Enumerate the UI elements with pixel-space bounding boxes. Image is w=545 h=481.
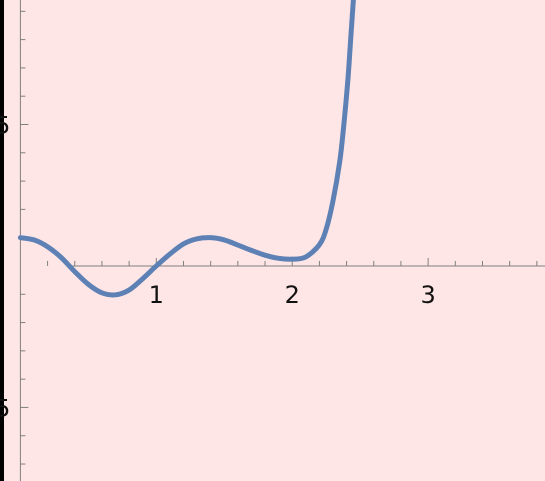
series-line xyxy=(17,0,356,298)
x-tick-label: 3 xyxy=(420,281,435,309)
y-tick-label: −5 xyxy=(0,394,10,422)
y-tick-label: 5 xyxy=(0,111,10,139)
x-tick-label: 1 xyxy=(149,281,164,309)
axes xyxy=(19,0,545,481)
x-tick-label: 2 xyxy=(285,281,300,309)
tick-labels: 1 2 3 5 −5 xyxy=(0,111,436,422)
plot-background xyxy=(4,0,545,481)
